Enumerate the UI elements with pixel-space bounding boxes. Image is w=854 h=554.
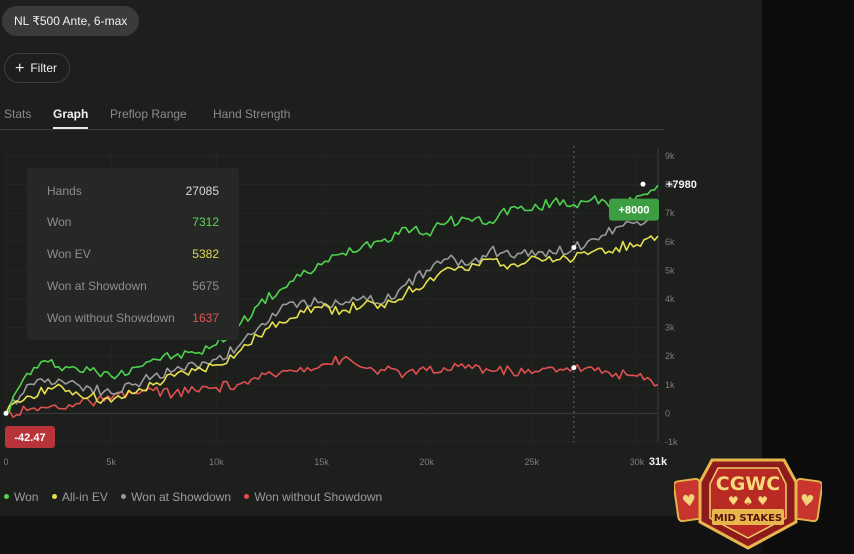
x-tick-label: 30k xyxy=(630,457,645,467)
stat-value: 7312 xyxy=(192,215,219,229)
start-value-label: -42.47 xyxy=(14,432,45,444)
legend-item-all-in-ev[interactable]: All-in EV xyxy=(51,490,108,504)
svg-text:MID STAKES: MID STAKES xyxy=(714,513,782,524)
chart-legend: Won All-in EV Won at Showdown Won withou… xyxy=(4,490,392,504)
y-tick-label: 5k xyxy=(665,265,675,275)
y-tick-label: 8k xyxy=(665,180,675,190)
legend-label: Won xyxy=(14,490,39,504)
tab-graph[interactable]: Graph xyxy=(53,107,89,129)
x-tick-label: 0 xyxy=(3,457,8,467)
stat-value: 5382 xyxy=(192,247,219,261)
stat-row-hands: Hands 27085 xyxy=(47,184,219,204)
x-tick-label: 25k xyxy=(525,457,540,467)
filter-button[interactable]: + Filter xyxy=(4,53,71,83)
x-tick-label: 5k xyxy=(106,457,116,467)
highlight-tag xyxy=(609,198,659,221)
x-tick-label: 10k xyxy=(209,457,224,467)
final-won-label: +7980 xyxy=(666,179,697,191)
bottom-background xyxy=(0,516,762,554)
y-tick-label: 6k xyxy=(665,237,675,247)
legend-item-won-at-showdown[interactable]: Won at Showdown xyxy=(121,490,231,504)
hover-point xyxy=(571,245,577,251)
y-tick-label: 3k xyxy=(665,323,675,333)
cgwc-mid-stakes-logo: ♥ ♥ CGWC ♥ ♠ ♥ MID STAKES xyxy=(674,458,822,550)
game-type-chip[interactable]: NL ₹500 Ante, 6-max xyxy=(2,6,140,36)
y-tick-label: 7k xyxy=(665,208,675,218)
legend-label: Won at Showdown xyxy=(131,490,232,504)
stat-value: 27085 xyxy=(185,184,219,198)
stat-row-won-without-showdown: Won without Showdown 1637 xyxy=(47,311,219,331)
series-line-won-at-showdown[interactable] xyxy=(5,212,659,414)
x-tick-label: 31k xyxy=(649,456,668,468)
stat-label: Won at Showdown xyxy=(47,279,147,293)
x-tick-label: 15k xyxy=(314,457,329,467)
stats-tooltip: Hands 27085 Won 7312 Won EV 5382 Won at … xyxy=(27,168,239,340)
x-tick-label: 20k xyxy=(419,457,434,467)
y-tick-label: -1k xyxy=(665,437,678,447)
legend-label: All-in EV xyxy=(61,490,108,504)
stat-label: Won EV xyxy=(47,247,91,261)
legend-item-won-without-showdown[interactable]: Won without Showdown xyxy=(244,490,382,504)
legend-dot xyxy=(121,494,127,499)
y-tick-label: 4k xyxy=(665,294,675,304)
series-line-won-without-showdown[interactable] xyxy=(5,355,659,418)
plus-icon: + xyxy=(15,60,25,77)
tab-stats[interactable]: Stats xyxy=(4,107,32,121)
legend-item-won[interactable]: Won xyxy=(4,490,38,504)
series-line-won[interactable] xyxy=(5,184,659,415)
y-tick-label: 2k xyxy=(665,351,675,361)
legend-dot xyxy=(51,494,57,499)
stat-row-won: Won 7312 xyxy=(47,215,219,235)
stat-value: 5675 xyxy=(192,279,219,293)
start-point xyxy=(3,410,9,416)
stat-label: Won without Showdown xyxy=(47,311,175,325)
series-line-all-in-ev[interactable] xyxy=(5,235,659,414)
legend-dot xyxy=(244,494,250,499)
tab-hand-strength[interactable]: Hand Strength xyxy=(213,107,291,121)
filter-label: Filter xyxy=(30,61,58,75)
svg-text:♥ ♠ ♥: ♥ ♠ ♥ xyxy=(728,494,768,508)
y-tick-label: 9k xyxy=(665,151,675,161)
highlight-tag-label: +8000 xyxy=(619,205,650,217)
hover-point xyxy=(571,365,577,371)
svg-text:CGWC: CGWC xyxy=(716,473,780,495)
svg-text:♥: ♥ xyxy=(681,490,698,511)
start-value-tag xyxy=(5,426,55,448)
tab-bar: Stats Graph Preflop Range Hand Strength xyxy=(0,100,665,130)
stat-label: Won xyxy=(47,215,72,229)
stat-value: 1637 xyxy=(192,311,219,325)
stat-row-won-at-showdown: Won at Showdown 5675 xyxy=(47,279,219,299)
stat-label: Hands xyxy=(47,184,82,198)
tab-preflop-range[interactable]: Preflop Range xyxy=(110,107,187,121)
legend-dot xyxy=(4,494,9,499)
y-tick-label: 1k xyxy=(665,380,675,390)
svg-text:♥: ♥ xyxy=(799,490,816,511)
stat-row-won-ev: Won EV 5382 xyxy=(47,247,219,267)
y-tick-label: 0 xyxy=(665,408,670,418)
end-point xyxy=(640,181,646,187)
legend-label: Won without Showdown xyxy=(254,490,383,504)
